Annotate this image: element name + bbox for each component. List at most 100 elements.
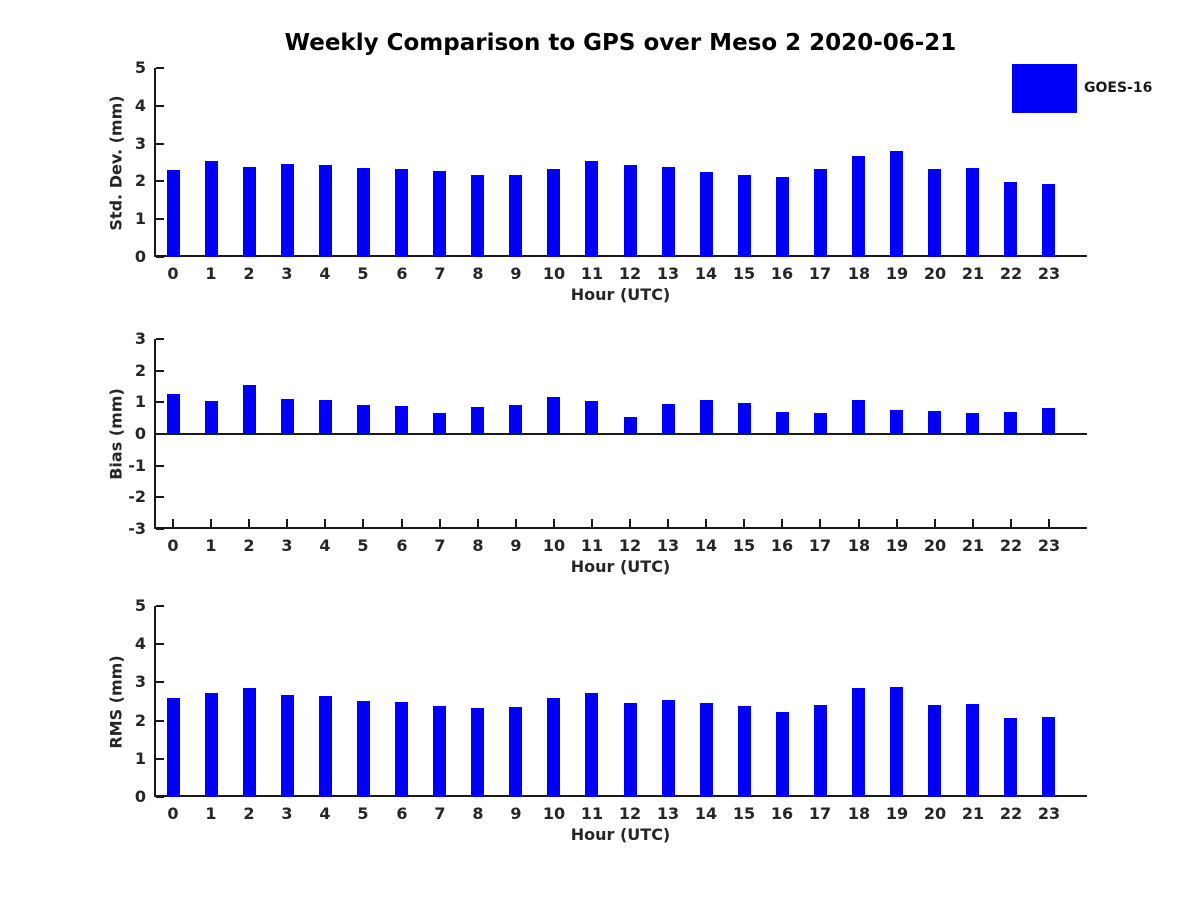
- y-tick-label: 3: [134, 672, 146, 691]
- x-tick: [819, 519, 821, 527]
- x-tick-label: 20: [923, 536, 947, 555]
- x-tick-label: 1: [205, 264, 217, 283]
- y-tick-label: 5: [134, 596, 146, 615]
- y-tick-label: 0: [134, 424, 146, 443]
- x-tick: [1048, 519, 1050, 527]
- x-tick-label: 9: [510, 536, 522, 555]
- x-tick: [743, 519, 745, 527]
- x-tick-label: 13: [656, 536, 680, 555]
- x-tick-label: 18: [847, 536, 871, 555]
- x-tick-label: 21: [961, 264, 985, 283]
- x-tick-label: 7: [434, 804, 446, 823]
- bar-hour-4: [319, 400, 332, 434]
- bar-hour-10: [547, 698, 560, 797]
- x-tick-label: 19: [885, 804, 909, 823]
- x-axis-spine: [154, 795, 1087, 797]
- bar-hour-22: [1004, 182, 1017, 257]
- y-tick-label: 1: [134, 749, 146, 768]
- bar-hour-15: [738, 175, 751, 257]
- x-tick-label: 22: [999, 804, 1023, 823]
- x-tick-label: 10: [542, 264, 566, 283]
- y-tick: [156, 528, 164, 530]
- x-tick-label: 17: [808, 536, 832, 555]
- x-axis-spine: [154, 255, 1087, 257]
- y-tick-label: 2: [134, 711, 146, 730]
- stddev-plot-area: 0 1 2 3 4 5 0 1 2 3 4 5 6 7 8 9 10 11 12 13 14 15 16 17 18 19 20 21…: [135, 58, 1087, 283]
- bar-hour-15: [738, 706, 751, 797]
- x-tick-label: 13: [656, 264, 680, 283]
- bar-hour-8: [471, 175, 484, 257]
- x-tick-label: 7: [434, 264, 446, 283]
- x-tick: [972, 519, 974, 527]
- y-tick: [156, 218, 164, 220]
- bar-hour-13: [662, 404, 675, 434]
- x-tick: [934, 519, 936, 527]
- y-axis-spine: [154, 68, 156, 257]
- y-tick: [156, 643, 164, 645]
- x-tick-label: 21: [961, 804, 985, 823]
- y-tick-label: 2: [134, 171, 146, 190]
- bar-hour-2: [243, 385, 256, 434]
- bar-hour-19: [890, 687, 903, 797]
- bar-hour-13: [662, 167, 675, 257]
- x-tick: [553, 519, 555, 527]
- x-tick-label: 17: [808, 804, 832, 823]
- y-tick: [156, 370, 164, 372]
- x-tick-label: 14: [694, 804, 718, 823]
- y-tick-label: 1: [134, 392, 146, 411]
- bar-hour-18: [852, 156, 865, 257]
- x-tick: [1010, 519, 1012, 527]
- y-tick-label: -2: [128, 487, 146, 506]
- x-tick-label: 14: [694, 264, 718, 283]
- x-tick-label: 23: [1037, 804, 1061, 823]
- x-tick-label: 8: [472, 264, 484, 283]
- bar-hour-0: [167, 170, 180, 257]
- x-tick-label: 17: [808, 264, 832, 283]
- bar-hour-0: [167, 698, 180, 797]
- bar-hour-21: [966, 168, 979, 257]
- bar-hour-20: [928, 705, 941, 797]
- bar-hour-18: [852, 688, 865, 797]
- x-tick-label: 14: [694, 536, 718, 555]
- legend-label: GOES-16: [1084, 80, 1153, 96]
- bar-hour-14: [700, 703, 713, 797]
- bar-hour-7: [433, 171, 446, 257]
- x-tick-label: 16: [770, 264, 794, 283]
- y-tick-label: 4: [134, 96, 146, 115]
- bar-hour-20: [928, 411, 941, 434]
- x-tick-label: 19: [885, 536, 909, 555]
- y-tick: [156, 465, 164, 467]
- x-tick: [705, 519, 707, 527]
- y-tick-label: 0: [134, 787, 146, 806]
- bar-hour-7: [433, 413, 446, 434]
- y-tick: [156, 720, 164, 722]
- x-tick: [248, 519, 250, 527]
- y-axis-spine: [154, 606, 156, 797]
- bar-hour-15: [738, 403, 751, 434]
- x-tick-label: 16: [770, 536, 794, 555]
- bar-hour-14: [700, 172, 713, 257]
- bar-hour-4: [319, 696, 332, 797]
- bar-hour-3: [281, 695, 294, 797]
- bar-hour-17: [814, 169, 827, 257]
- x-tick: [858, 519, 860, 527]
- rms-y-axis-label: RMS (mm): [106, 655, 126, 749]
- x-tick-label: 4: [319, 804, 331, 823]
- y-tick-label: -3: [128, 519, 146, 538]
- x-tick-label: 22: [999, 264, 1023, 283]
- y-tick-label: 3: [134, 134, 146, 153]
- x-tick: [324, 519, 326, 527]
- bar-hour-5: [357, 701, 370, 797]
- y-tick: [156, 105, 164, 107]
- y-tick: [156, 681, 164, 683]
- bar-hour-11: [585, 401, 598, 434]
- y-tick: [156, 143, 164, 145]
- x-tick: [286, 519, 288, 527]
- bar-hour-4: [319, 165, 332, 257]
- x-tick-label: 18: [847, 264, 871, 283]
- bar-hour-2: [243, 688, 256, 797]
- x-tick-label: 5: [357, 536, 369, 555]
